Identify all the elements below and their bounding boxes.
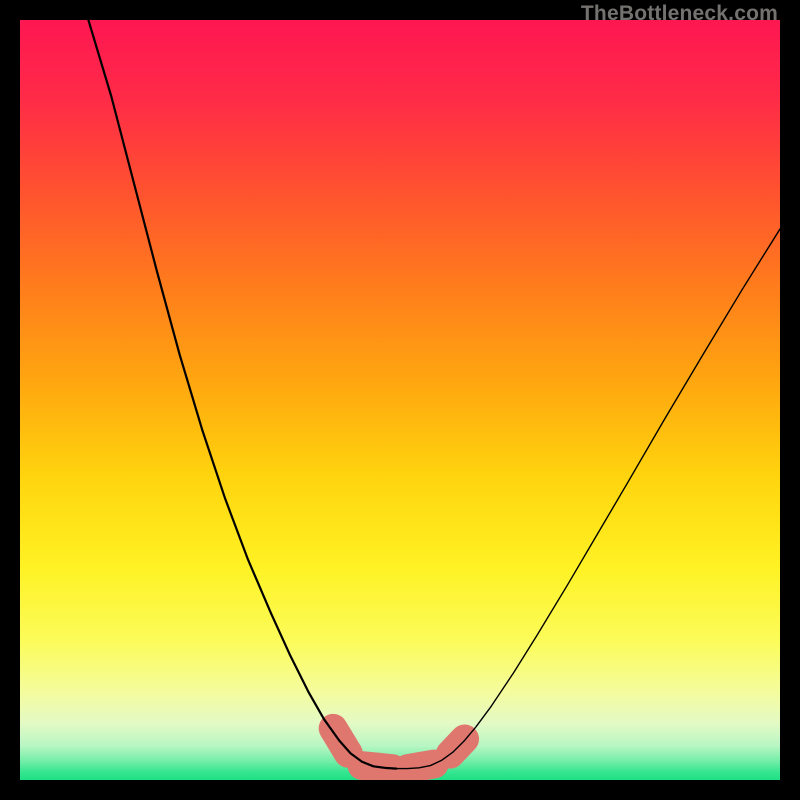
gradient-background <box>20 20 780 780</box>
plot-svg <box>20 20 780 780</box>
plot-area <box>20 20 780 780</box>
watermark-text: TheBottleneck.com <box>581 2 778 26</box>
chart-frame: TheBottleneck.com <box>0 0 800 800</box>
